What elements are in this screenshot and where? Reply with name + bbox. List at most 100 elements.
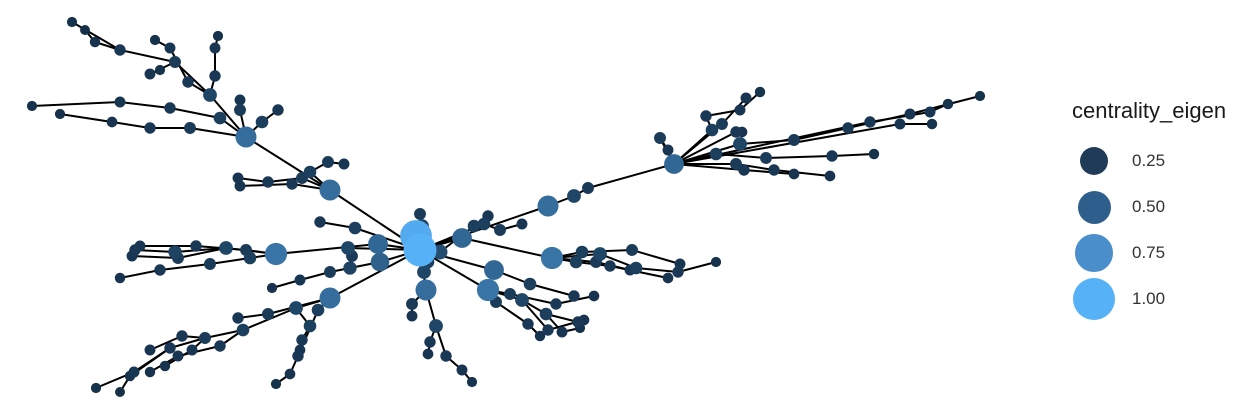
graph-edge: [119, 49, 176, 63]
graph-node: [539, 307, 553, 321]
graph-node: [272, 104, 284, 116]
graph-node: [452, 228, 472, 248]
graph-node: [235, 126, 257, 148]
legend-item: 0.75: [1072, 230, 1242, 276]
graph-node: [190, 240, 202, 252]
graph-node: [494, 224, 506, 236]
graph-node: [243, 251, 257, 265]
graph-node: [129, 244, 141, 256]
graph-node: [149, 34, 161, 46]
graph-node: [164, 342, 176, 354]
graph-node: [204, 258, 216, 270]
graph-node: [26, 100, 38, 112]
graph-node: [303, 165, 317, 179]
graph-edge: [204, 329, 244, 339]
graph-edge: [673, 163, 745, 171]
graph-node: [270, 378, 282, 390]
legend-item: 1.00: [1072, 276, 1242, 322]
graph-node: [144, 344, 156, 356]
graph-node: [154, 64, 166, 76]
graph-node: [186, 344, 198, 356]
graph-edge: [159, 263, 211, 271]
graph-edge: [773, 169, 831, 177]
graph-node: [477, 217, 491, 231]
graph-node: [213, 111, 227, 125]
graph-edge: [793, 127, 849, 141]
graph-node: [542, 324, 554, 336]
legend-items: 0.25 0.50 0.75 1.00: [1072, 138, 1242, 322]
graph-node: [209, 70, 221, 82]
graph-node: [322, 156, 334, 168]
graph-node: [629, 261, 643, 275]
legend-key: [1072, 276, 1116, 322]
graph-node: [582, 182, 594, 194]
graph-nodes: [26, 16, 986, 397]
graph-node: [710, 256, 722, 268]
legend-dot-icon: [1073, 278, 1115, 320]
graph-node: [523, 277, 537, 291]
graph-node: [904, 108, 916, 120]
graph-edge: [673, 131, 737, 165]
graph-node: [114, 44, 126, 56]
graph-edge: [149, 335, 183, 351]
graph-node: [294, 274, 306, 286]
graph-node: [760, 152, 772, 164]
graph-node: [516, 218, 528, 230]
graph-node: [314, 216, 326, 228]
graph-node: [311, 303, 325, 317]
graph-edges: [31, 21, 981, 393]
graph-node: [415, 279, 437, 301]
graph-edge: [869, 111, 931, 123]
graph-node: [662, 144, 674, 156]
graph-node: [826, 150, 838, 162]
graph-node: [236, 323, 250, 337]
graph-edge: [169, 107, 221, 119]
graph-node: [172, 350, 184, 362]
graph-node: [403, 233, 437, 267]
graph-node: [289, 301, 303, 315]
graph-node: [212, 30, 224, 42]
graph-node: [417, 265, 431, 279]
graph-node: [319, 287, 341, 309]
graph-node: [466, 376, 478, 388]
graph-node: [754, 86, 766, 98]
graph-node: [467, 219, 481, 233]
graph-edge: [529, 283, 575, 297]
graph-edge: [581, 249, 633, 253]
graph-edge: [177, 247, 227, 259]
graph-node: [348, 221, 362, 235]
graph-node: [80, 25, 90, 35]
legend-label: 0.50: [1132, 197, 1166, 216]
graph-node: [924, 106, 936, 118]
graph-node: [144, 68, 156, 80]
graph-node: [199, 332, 211, 344]
graph-node: [370, 252, 390, 272]
graph-node: [368, 234, 388, 254]
graph-node: [176, 330, 188, 342]
graph-node: [716, 118, 728, 130]
graph-node: [406, 310, 418, 322]
graph-node: [234, 104, 246, 116]
graph-edge: [275, 243, 379, 255]
legend-dot-icon: [1075, 234, 1113, 272]
graph-node: [575, 245, 589, 259]
graph-node: [569, 255, 583, 269]
graph-node: [114, 96, 126, 108]
graph-node: [324, 266, 336, 278]
legend-dot-icon: [1077, 190, 1111, 224]
legend: centrality_eigen 0.25 0.50 0.75 1.00: [1072, 98, 1242, 322]
graph-edge: [111, 121, 151, 129]
graph-edge: [631, 249, 681, 265]
graph-node: [154, 264, 166, 276]
graph-node: [740, 92, 752, 104]
graph-node: [842, 122, 854, 134]
legend-item: 0.25: [1072, 138, 1242, 184]
graph-node: [286, 178, 298, 190]
graph-node: [504, 288, 516, 300]
graph-node: [266, 282, 278, 294]
graph-node: [114, 272, 126, 284]
graph-node: [567, 189, 581, 203]
graph-node: [115, 387, 125, 397]
graph-node: [203, 88, 217, 102]
legend-title: centrality_eigen: [1072, 98, 1227, 123]
